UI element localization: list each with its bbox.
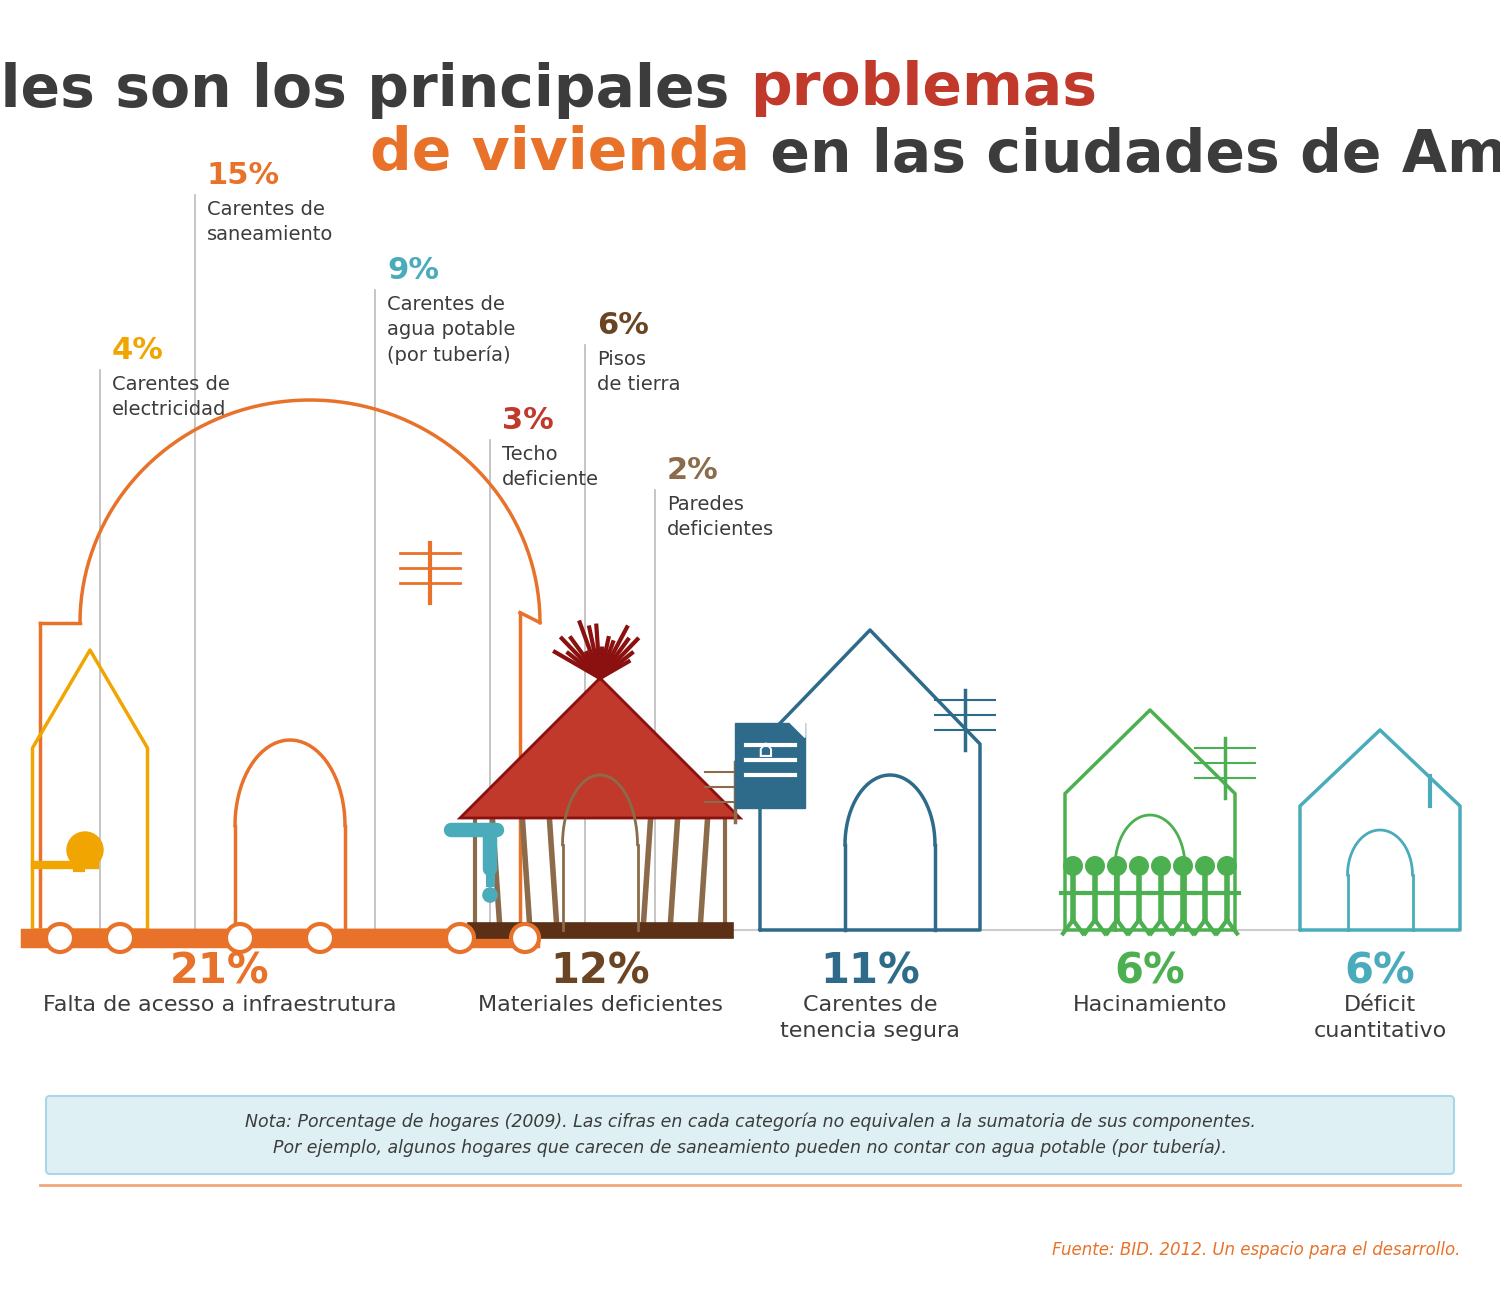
Text: ⌂: ⌂ — [758, 738, 772, 763]
Text: 6%: 6% — [597, 311, 650, 340]
Text: de vivienda: de vivienda — [370, 125, 750, 182]
Text: Fuente: BID. 2012. Un espacio para el desarrollo.: Fuente: BID. 2012. Un espacio para el de… — [1052, 1241, 1460, 1259]
Polygon shape — [790, 722, 806, 738]
Text: Carentes de
electricidad: Carentes de electricidad — [112, 375, 230, 419]
Text: 3%: 3% — [503, 406, 554, 434]
Text: 11%: 11% — [821, 949, 920, 992]
Circle shape — [46, 923, 74, 952]
Text: Déficit
cuantitativo: Déficit cuantitativo — [1314, 995, 1446, 1041]
Text: Carentes de
saneamiento: Carentes de saneamiento — [207, 200, 333, 244]
Text: Falta de acesso a infraestrutura: Falta de acesso a infraestrutura — [44, 995, 396, 1016]
Text: Carentes de
agua potable
(por tubería): Carentes de agua potable (por tubería) — [387, 294, 516, 364]
Circle shape — [1150, 856, 1172, 875]
Text: Materiales deficientes: Materiales deficientes — [477, 995, 723, 1016]
Text: 6%: 6% — [1114, 949, 1185, 992]
Text: 15%: 15% — [207, 161, 280, 189]
Circle shape — [68, 831, 104, 868]
Text: 4%: 4% — [112, 336, 164, 364]
Text: problemas: problemas — [750, 60, 1096, 117]
Circle shape — [1130, 856, 1149, 875]
Bar — [735, 722, 806, 808]
Text: 2%: 2% — [668, 457, 718, 485]
Text: 12%: 12% — [550, 949, 650, 992]
Circle shape — [482, 887, 498, 903]
Circle shape — [1216, 856, 1237, 875]
Text: ¿Cuáles son los principales: ¿Cuáles son los principales — [0, 60, 750, 119]
Text: 9%: 9% — [387, 256, 439, 285]
FancyBboxPatch shape — [46, 1096, 1454, 1174]
Circle shape — [226, 923, 254, 952]
Text: 21%: 21% — [170, 949, 270, 992]
Circle shape — [106, 923, 134, 952]
Circle shape — [1196, 856, 1215, 875]
Polygon shape — [460, 678, 740, 818]
Text: Nota: Porcentage de hogares (2009). Las cifras en cada categoría no equivalen a : Nota: Porcentage de hogares (2009). Las … — [244, 1113, 1256, 1157]
Text: Techo
deficiente: Techo deficiente — [503, 445, 598, 489]
Circle shape — [1107, 856, 1126, 875]
Text: Hacinamiento: Hacinamiento — [1072, 995, 1227, 1016]
Circle shape — [1173, 856, 1192, 875]
Text: Pisos
de tierra: Pisos de tierra — [597, 350, 681, 394]
Text: 6%: 6% — [1344, 949, 1416, 992]
Circle shape — [1064, 856, 1083, 875]
Circle shape — [1084, 856, 1106, 875]
Circle shape — [446, 923, 474, 952]
Text: Paredes
deficientes: Paredes deficientes — [668, 495, 774, 540]
Text: en las ciudades de América Latina y el Caribe?: en las ciudades de América Latina y el C… — [750, 125, 1500, 184]
Text: Carentes de
tenencia segura: Carentes de tenencia segura — [780, 995, 960, 1041]
Circle shape — [306, 923, 334, 952]
Circle shape — [512, 923, 538, 952]
